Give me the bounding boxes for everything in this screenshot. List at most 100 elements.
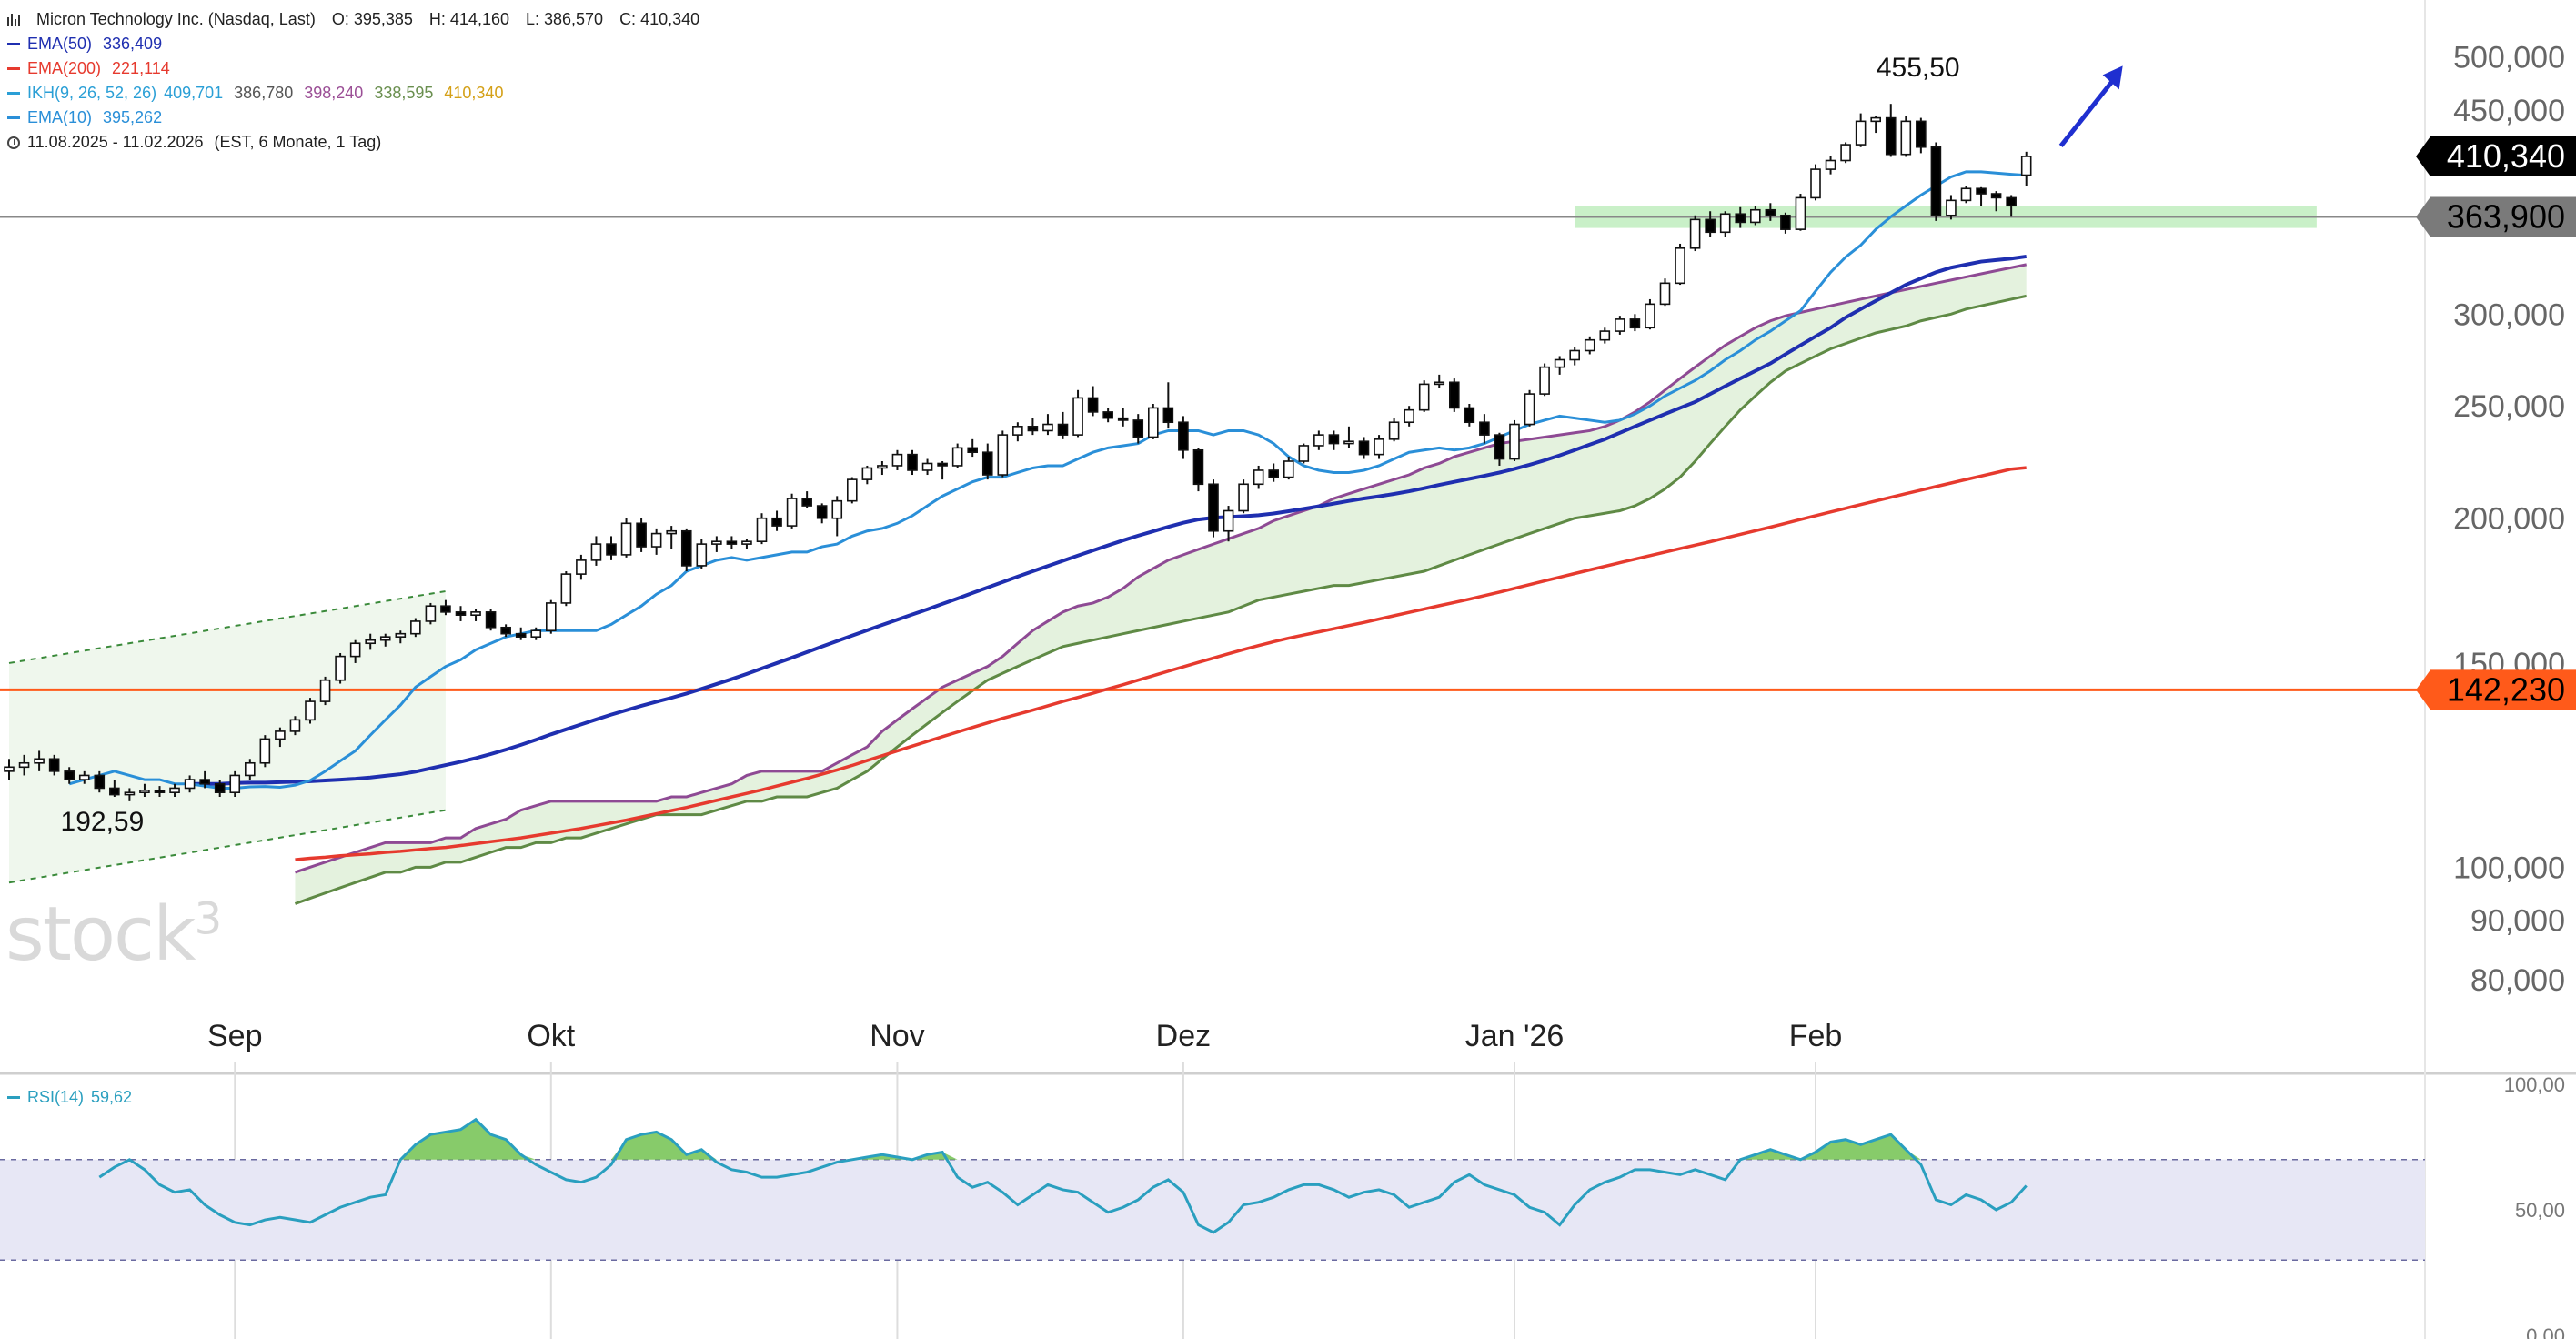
candle-body <box>1358 440 1370 456</box>
rsi-band <box>0 1159 2425 1261</box>
candle-body <box>711 540 722 545</box>
price-tag: 363,900 <box>2416 196 2576 237</box>
candle-body <box>1524 393 1535 426</box>
candle-body <box>1509 423 1520 460</box>
ema10-label: EMA(10) <box>27 108 93 126</box>
candle-body <box>2006 196 2017 207</box>
candle <box>1840 142 1851 164</box>
candle <box>319 676 331 706</box>
candle-body <box>1132 419 1144 438</box>
candle <box>1223 506 1234 542</box>
candle <box>1554 356 1565 375</box>
candle <box>1283 457 1294 480</box>
candle <box>18 754 30 776</box>
candle <box>1719 211 1731 237</box>
candle <box>1027 418 1039 436</box>
candle-body <box>545 602 557 632</box>
candle-body <box>1042 423 1053 432</box>
legend-ema50[interactable]: EMA(50) 336,409 <box>7 32 709 56</box>
candle <box>937 461 948 480</box>
candle <box>1735 206 1746 228</box>
ema200-value: 221,114 <box>112 59 170 77</box>
candle <box>485 609 497 631</box>
candle <box>530 627 542 640</box>
legend-ema10[interactable]: EMA(10) 395,262 <box>7 106 709 130</box>
senkou-span-a <box>294 263 2027 874</box>
candle <box>1178 416 1189 459</box>
candle <box>154 786 166 797</box>
candle-body <box>1374 438 1384 456</box>
candle <box>440 599 451 616</box>
candle <box>1855 113 1867 147</box>
candle-body <box>229 774 241 794</box>
month-label: Okt <box>527 1019 575 1053</box>
rsi-legend[interactable]: RSI(14) 59,62 <box>7 1088 132 1107</box>
candle <box>1328 430 1340 450</box>
candle <box>801 491 812 508</box>
y-tick-label: 80,000 <box>2470 963 2565 998</box>
candle <box>1087 386 1099 417</box>
candle-body <box>1900 120 1912 156</box>
candle <box>184 775 196 793</box>
candle <box>214 780 226 797</box>
legend-ikh[interactable]: IKH(9, 26, 52, 26) 409,701 386,780 398,2… <box>7 81 709 106</box>
candle-body <box>184 779 196 790</box>
y-tick-label: 90,000 <box>2470 904 2565 939</box>
candle <box>726 536 738 549</box>
candle-body <box>1659 282 1671 306</box>
candle <box>365 633 377 650</box>
candle <box>1298 443 1310 464</box>
candle-body <box>214 782 226 794</box>
candle-body <box>1388 421 1400 440</box>
candle-body <box>771 517 782 527</box>
candle-body <box>1780 214 1791 230</box>
ikh-swatch <box>7 92 20 95</box>
candle-body <box>1253 469 1264 486</box>
candle <box>425 602 437 625</box>
candle <box>1659 278 1671 307</box>
y-tick-label: 300,000 <box>2453 297 2565 332</box>
price-tag-label: 410,340 <box>2447 137 2565 175</box>
price-tag-label: 142,230 <box>2447 670 2565 708</box>
candle-body <box>1870 116 1881 123</box>
instrument-name: Micron Technology Inc. (Nasdaq, Last) <box>36 10 316 28</box>
chart-legend: Micron Technology Inc. (Nasdaq, Last) O:… <box>7 7 709 155</box>
candle-body <box>1072 397 1083 436</box>
candle <box>229 770 241 797</box>
candle <box>1509 419 1520 462</box>
candle-body <box>275 730 286 740</box>
candle <box>907 449 918 476</box>
candle <box>1192 448 1204 492</box>
candle-body <box>846 478 858 502</box>
rsi-swatch <box>7 1096 20 1099</box>
candle-body <box>1569 349 1580 361</box>
candle <box>94 770 106 793</box>
candle-body <box>1494 434 1505 460</box>
candle <box>34 750 45 771</box>
legend-ema200[interactable]: EMA(200) 221,114 <box>7 56 709 81</box>
high-annotation: 455,50 <box>1877 53 1960 83</box>
candle <box>109 780 120 797</box>
candle-body <box>1584 338 1595 352</box>
y-tick-label: 500,000 <box>2453 41 2565 76</box>
close-value: C: 410,340 <box>619 10 700 28</box>
candle-body <box>666 529 678 535</box>
candle-body <box>636 522 647 548</box>
candle <box>1584 336 1595 355</box>
y-tick-label: 100,000 <box>2453 851 2565 885</box>
candle <box>1795 194 1806 231</box>
candle-body <box>139 790 150 794</box>
candle <box>1268 463 1279 482</box>
candle-body <box>365 639 377 645</box>
candle-body <box>891 453 903 467</box>
candle-body <box>1930 146 1942 216</box>
senkou-span-b <box>294 294 2028 905</box>
candle <box>1418 380 1430 412</box>
candle <box>289 716 301 736</box>
price-tag-bg <box>2416 670 2576 710</box>
candle <box>1976 186 1987 206</box>
candle-body <box>4 766 15 772</box>
candle <box>756 513 768 545</box>
ema50-swatch <box>7 43 20 45</box>
